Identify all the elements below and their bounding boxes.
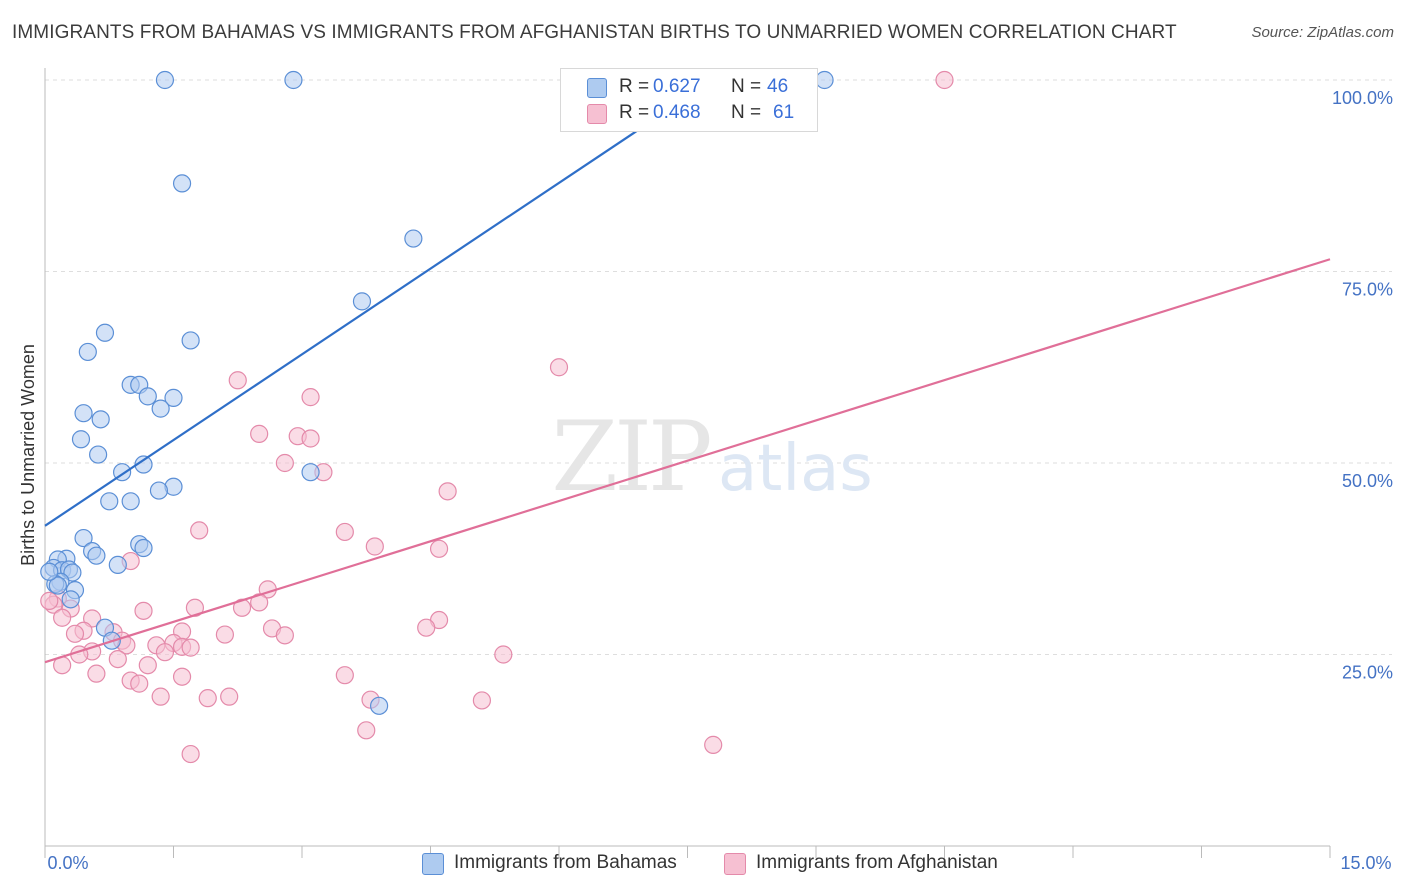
legend-n-label: N = (731, 76, 762, 97)
bahamas-point-22 (149, 481, 169, 500)
afghanistan-point-32 (65, 624, 85, 643)
bahamas-point-36 (63, 563, 82, 582)
source-label: Source: ZipAtlas.com (1251, 24, 1394, 41)
afghanistan-point-44 (138, 656, 157, 675)
bahamas-point-0 (155, 70, 175, 90)
afghanistan-point-39 (181, 638, 200, 657)
bottom-legend-swatch-afghanistan (724, 853, 746, 875)
bahamas-point-25 (74, 528, 93, 548)
bahamas-point-6 (95, 323, 115, 342)
afghanistan-point-40 (155, 643, 175, 662)
bottom-legend-label-afghanistan: Immigrants from Afghanistan (756, 852, 998, 873)
afghanistan-point-50 (335, 666, 354, 685)
afghanistan-point-59 (704, 735, 723, 754)
y-tick-label-0: 25.0% (1342, 663, 1393, 683)
afghanistan-point-1 (549, 358, 569, 377)
afghanistan-point-26 (417, 618, 436, 637)
afghanistan-point-4 (250, 424, 269, 443)
bottom-legend-label-bahamas: Immigrants from Bahamas (454, 852, 677, 873)
bahamas-trend-line (44, 79, 714, 527)
bahamas-point-24 (121, 492, 140, 511)
x-tick-label-min: 0.0% (47, 853, 88, 873)
afghanistan-point-2 (228, 371, 247, 390)
bahamas-point-45 (370, 696, 389, 715)
y-tick-labels: 25.0% 50.0% 75.0% 100.0% (1332, 88, 1393, 683)
bahamas-point-29 (87, 546, 106, 565)
afghanistan-points (40, 70, 954, 764)
afghanistan-point-52 (151, 687, 170, 706)
afghanistan-point-46 (87, 664, 106, 683)
afghanistan-point-19 (53, 608, 72, 627)
bahamas-point-27 (134, 538, 153, 558)
bahamas-point-5 (352, 292, 372, 311)
trend-lines (44, 79, 1331, 664)
afghanistan-point-56 (472, 691, 491, 710)
bottom-legend-swatch-bahamas (422, 853, 444, 875)
legend-n-value-bahamas: 46 (767, 76, 789, 97)
legend-r-label: R = (619, 76, 650, 97)
afghanistan-point-9 (438, 482, 457, 501)
afghanistan-point-10 (190, 521, 209, 540)
gridlines (45, 79, 1392, 655)
afghanistan-point-58 (181, 744, 200, 764)
bahamas-point-13 (151, 399, 170, 418)
afghanistan-point-49 (130, 674, 149, 693)
bahamas-point-32 (108, 555, 127, 574)
afghanistan-point-54 (220, 687, 239, 706)
bahamas-points (40, 70, 834, 715)
afghanistan-point-12 (365, 537, 384, 556)
y-tick-label-3: 100.0% (1332, 88, 1393, 108)
y-axis-title: Births to Unmarried Women (18, 344, 38, 566)
bahamas-point-20 (301, 463, 320, 482)
legend-swatch-afghanistan (587, 104, 607, 124)
legend-r-label: R = (619, 102, 650, 123)
y-tick-label-2: 75.0% (1342, 280, 1393, 300)
bahamas-point-15 (91, 410, 110, 429)
afghanistan-trend-line (44, 258, 1331, 664)
bahamas-point-17 (89, 445, 108, 464)
afghanistan-point-43 (108, 649, 127, 669)
legend-r-value-bahamas: 0.627 (653, 76, 701, 97)
watermark: ZIP atlas (551, 401, 872, 513)
correlation-legend: R = 0.627 N = 46 R = 0.468 N = 61 (560, 68, 818, 132)
afghanistan-point-51 (494, 645, 513, 664)
bahamas-point-16 (71, 430, 91, 449)
bahamas-point-43 (48, 576, 67, 595)
axes (44, 68, 1331, 858)
afghanistan-point-29 (215, 625, 234, 644)
chart-title: IMMIGRANTS FROM BAHAMAS VS IMMIGRANTS FR… (12, 22, 1177, 43)
bahamas-point-12 (164, 388, 183, 407)
bahamas-point-44 (40, 562, 59, 581)
bahamas-point-40 (61, 590, 80, 609)
afghanistan-point-47 (172, 667, 192, 686)
bahamas-point-23 (100, 492, 119, 511)
afghanistan-point-57 (357, 721, 376, 740)
afghanistan-point-53 (198, 689, 217, 708)
y-tick-label-1: 50.0% (1342, 471, 1393, 491)
afghanistan-point-0 (935, 70, 954, 90)
afghanistan-point-13 (429, 539, 449, 558)
legend-swatch-bahamas (587, 78, 607, 98)
afghanistan-point-6 (301, 429, 320, 448)
bahamas-point-8 (78, 342, 97, 362)
legend-n-label: N = (731, 102, 762, 123)
afghanistan-point-3 (301, 388, 320, 407)
afghanistan-point-60 (40, 591, 59, 610)
watermark-atlas: atlas (718, 432, 873, 506)
afghanistan-point-28 (275, 626, 294, 645)
bahamas-point-3 (172, 174, 192, 193)
bahamas-point-2 (815, 70, 834, 90)
bahamas-point-7 (181, 331, 200, 350)
afghanistan-point-21 (134, 601, 153, 620)
x-tick-label-max: 15.0% (1340, 853, 1391, 873)
afghanistan-point-11 (335, 522, 354, 542)
afghanistan-point-7 (275, 453, 294, 473)
bahamas-point-11 (138, 387, 157, 406)
legend-r-value-afghanistan: 0.468 (653, 102, 701, 123)
bahamas-point-14 (74, 404, 93, 423)
bahamas-point-1 (284, 70, 303, 90)
bahamas-point-4 (404, 229, 423, 248)
legend-n-value-afghanistan: 61 (773, 102, 795, 123)
